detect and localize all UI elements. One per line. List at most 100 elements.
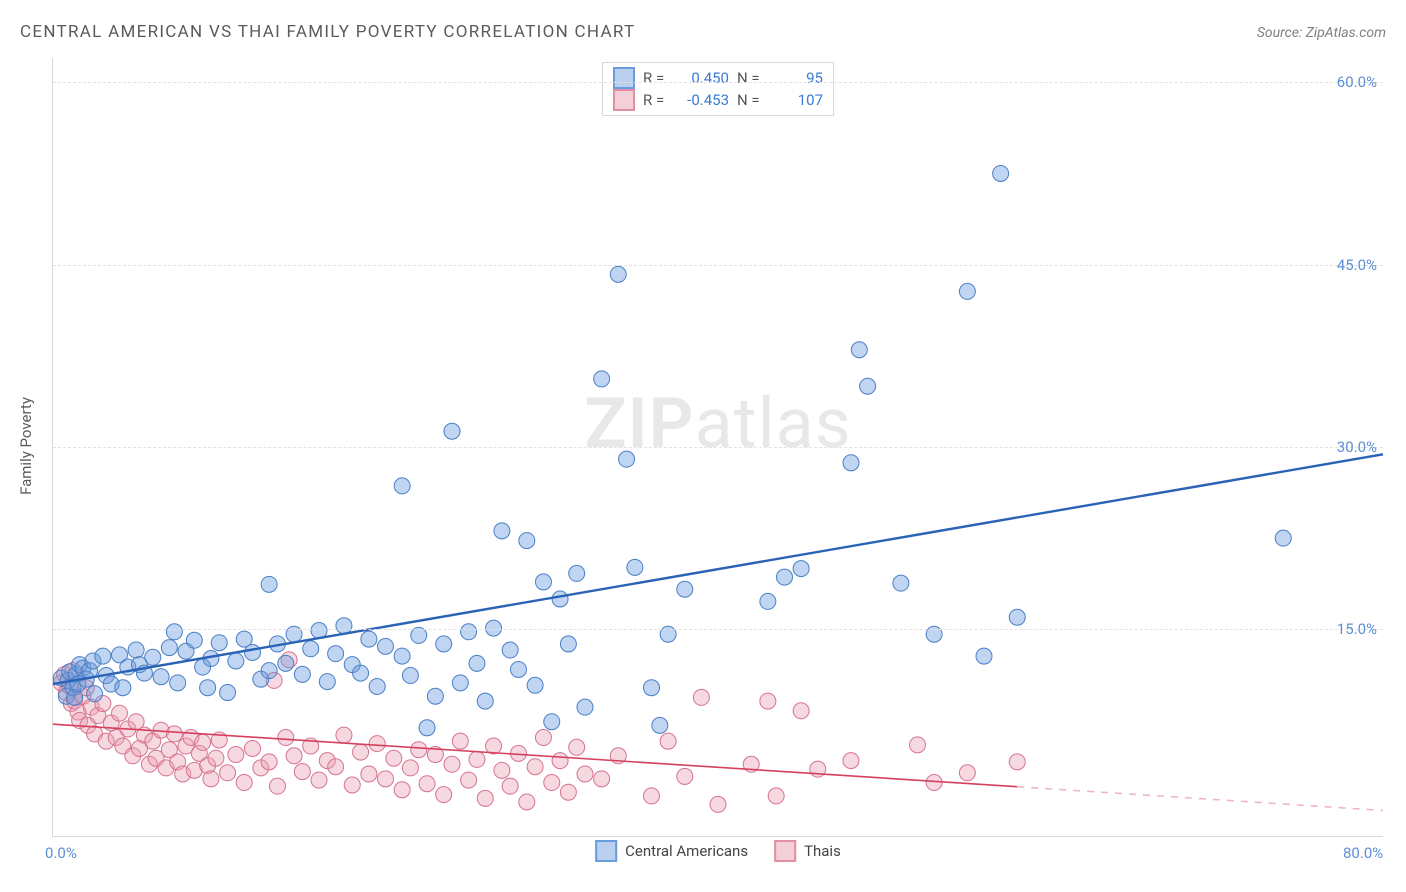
scatter-point (644, 680, 660, 696)
scatter-point (502, 642, 518, 658)
scatter-point (95, 648, 111, 664)
y-tick-label: 60.0% (1337, 73, 1377, 91)
scatter-point (378, 638, 394, 654)
x-tick-label: 80.0% (1343, 844, 1383, 862)
scatter-point (793, 703, 809, 719)
scatter-point (87, 686, 103, 702)
scatter-point (619, 451, 635, 467)
scatter-point (369, 736, 385, 752)
scatter-point (153, 669, 169, 685)
scatter-point (278, 655, 294, 671)
scatter-point (627, 559, 643, 575)
legend-label-0: Central Americans (625, 842, 748, 860)
scatter-point (166, 726, 182, 742)
scatter-point (893, 575, 909, 591)
scatter-point (211, 635, 227, 651)
y-tick-label: 45.0% (1337, 256, 1377, 274)
y-tick-label: 30.0% (1337, 438, 1377, 456)
scatter-point (436, 787, 452, 803)
scatter-point (469, 655, 485, 671)
scatter-point (378, 771, 394, 787)
scatter-point (353, 744, 369, 760)
scatter-point (361, 766, 377, 782)
scatter-point (394, 478, 410, 494)
scatter-point (560, 784, 576, 800)
scatter-point (502, 778, 518, 794)
regression-line (53, 454, 1383, 684)
scatter-point (569, 565, 585, 581)
scatter-point (577, 699, 593, 715)
scatter-point (1275, 530, 1291, 546)
scatter-point (959, 283, 975, 299)
stats-box: R = 0.450 N = 95 R = -0.453 N = 107 (602, 62, 834, 116)
scatter-point (166, 624, 182, 640)
scatter-point (145, 649, 161, 665)
scatter-point (461, 772, 477, 788)
r-value-1: -0.453 (679, 91, 729, 109)
scatter-point (777, 569, 793, 585)
scatter-point (336, 727, 352, 743)
scatter-point (851, 342, 867, 358)
scatter-point (186, 632, 202, 648)
scatter-point (461, 624, 477, 640)
scatter-point (203, 771, 219, 787)
scatter-point (511, 661, 527, 677)
scatter-point (261, 663, 277, 679)
scatter-point (577, 766, 593, 782)
scatter-point (269, 778, 285, 794)
scatter-point (594, 371, 610, 387)
scatter-point (361, 631, 377, 647)
scatter-point (535, 730, 551, 746)
legend-bottom: Central Americans Thais (595, 840, 841, 862)
scatter-point (394, 648, 410, 664)
scatter-point (328, 759, 344, 775)
scatter-point (610, 266, 626, 282)
scatter-point (419, 720, 435, 736)
scatter-point (353, 665, 369, 681)
scatter-point (644, 788, 660, 804)
gridline (53, 82, 1383, 83)
scatter-point (278, 730, 294, 746)
gridline (53, 447, 1383, 448)
scatter-point (261, 576, 277, 592)
title-bar: CENTRAL AMERICAN VS THAI FAMILY POVERTY … (20, 22, 1386, 42)
n-label: N = (737, 91, 765, 109)
scatter-point (519, 533, 535, 549)
n-value-1: 107 (773, 91, 823, 109)
scatter-point (594, 771, 610, 787)
scatter-point (469, 751, 485, 767)
stats-row-0: R = 0.450 N = 95 (613, 67, 823, 89)
scatter-point (1009, 609, 1025, 625)
scatter-point (427, 688, 443, 704)
scatter-point (560, 636, 576, 652)
scatter-point (328, 646, 344, 662)
scatter-point (336, 618, 352, 634)
scatter-point (544, 714, 560, 730)
scatter-point (552, 753, 568, 769)
scatter-point (710, 796, 726, 812)
scatter-point (768, 788, 784, 804)
scatter-point (926, 775, 942, 791)
scatter-point (208, 750, 224, 766)
scatter-point (760, 693, 776, 709)
scatter-point (311, 772, 327, 788)
legend-item-0: Central Americans (595, 840, 748, 862)
scatter-point (477, 790, 493, 806)
scatter-point (228, 653, 244, 669)
swatch-0 (613, 67, 635, 89)
scatter-point (436, 636, 452, 652)
y-axis-title: Family Poverty (17, 397, 35, 495)
scatter-point (200, 680, 216, 696)
scatter-point (544, 775, 560, 791)
scatter-point (677, 581, 693, 597)
scatter-point (220, 685, 236, 701)
scatter-point (344, 777, 360, 793)
scatter-point (170, 675, 186, 691)
scatter-point (527, 759, 543, 775)
scatter-point (486, 620, 502, 636)
scatter-point (993, 165, 1009, 181)
scatter-point (419, 776, 435, 792)
legend-label-1: Thais (804, 842, 841, 860)
scatter-point (128, 642, 144, 658)
scatter-point (569, 739, 585, 755)
